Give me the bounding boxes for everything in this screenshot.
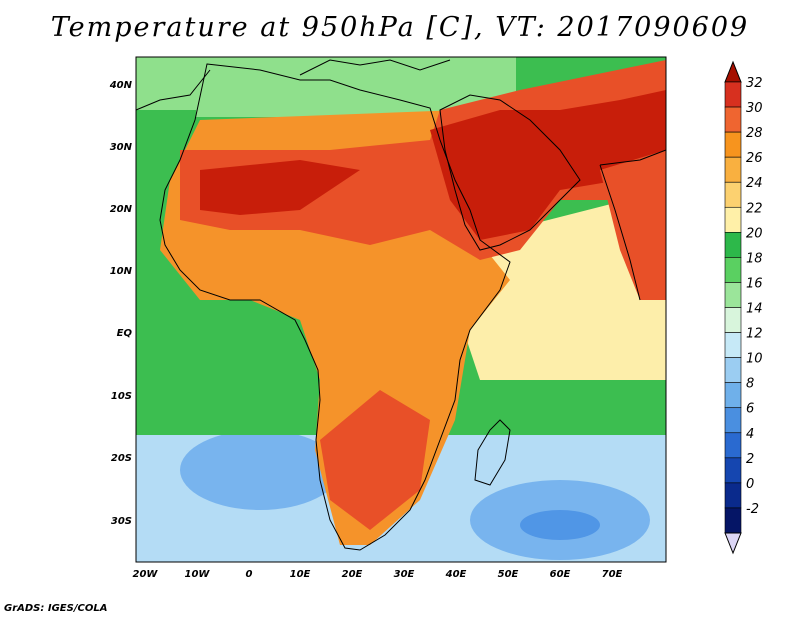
lon-label: 50E (498, 569, 519, 580)
lat-label: 40N (109, 80, 133, 91)
colorbar-segment (724, 407, 742, 434)
india-coastline (599, 149, 667, 301)
lon-label: 40E (445, 569, 467, 580)
colorbar-bottom-arrow (724, 532, 742, 555)
colorbar-label: -2 (746, 502, 759, 517)
colorbar-segment (724, 357, 742, 383)
colorbar-label: 8 (746, 377, 754, 392)
colorbar-segment (724, 432, 742, 459)
colorbar-label: 22 (746, 201, 763, 216)
colorbar-label: 6 (746, 402, 754, 417)
colorbar-segment (724, 131, 742, 158)
colorbar-segment (724, 156, 742, 183)
colorbar-label: 20 (746, 226, 763, 241)
lat-label: 20S (111, 453, 132, 464)
colorbar-label: 12 (746, 327, 763, 342)
colorbar-label: 30 (746, 101, 763, 116)
colorbar-segment (724, 507, 742, 534)
colorbar-label: 2 (746, 452, 754, 467)
lat-label: 10S (111, 391, 132, 402)
colorbar-label: 14 (746, 302, 763, 317)
colorbar-segment (724, 332, 742, 358)
colorbar-label: 26 (746, 151, 763, 166)
europe-coastline (135, 59, 451, 111)
field-sahara-core (200, 160, 360, 215)
field-arabia-core (430, 90, 666, 240)
colorbar-segment (724, 257, 742, 283)
colorbar-label: 4 (746, 427, 754, 442)
colorbar-segment (724, 282, 742, 308)
lat-label: 30S (111, 516, 132, 527)
colorbar-label: 0 (746, 477, 754, 492)
colorbar-label: 18 (746, 251, 763, 266)
lon-label: 0 (246, 569, 253, 580)
colorbar-segment (724, 232, 742, 258)
lon-label: 10E (290, 569, 311, 580)
madagascar-coastline (474, 419, 511, 486)
colorbar-segment (724, 482, 742, 509)
lat-label: EQ (117, 328, 133, 339)
lon-label: 10W (185, 569, 211, 580)
latitude-axis: 40N 30N 20N 10N EQ 10S 20S 30S (109, 80, 133, 527)
lat-label: 20N (110, 204, 133, 215)
map-title: Temperature at 950hPa [C], VT: 201709060… (50, 12, 750, 43)
coastlines (135, 59, 667, 551)
lon-label: 30E (394, 569, 415, 580)
colorbar-segment (724, 81, 742, 108)
arabia-coastline (439, 94, 581, 251)
colorbar-segment (724, 206, 742, 233)
field-green-band-atlantic (136, 318, 336, 393)
field-cold-pool-west (180, 430, 340, 510)
field-coldest-spot (520, 510, 600, 540)
colorbar-label: 16 (746, 276, 763, 291)
africa-coastline (159, 63, 511, 551)
colorbar-segment (724, 382, 742, 409)
lon-label: 70E (602, 569, 623, 580)
lat-label: 10N (110, 266, 133, 277)
colorbar-label: 28 (746, 126, 763, 141)
lat-label: 30N (110, 142, 133, 153)
lon-label: 20W (133, 569, 159, 580)
lon-label: 20E (342, 569, 363, 580)
colorbar-label: 24 (746, 176, 763, 191)
lon-label: 60E (550, 569, 571, 580)
colorbar-top-arrow (724, 60, 742, 83)
field-southern-africa (320, 390, 430, 530)
colorbar-segment (724, 457, 742, 484)
colorbar-segment (724, 181, 742, 208)
colorbar-segment (724, 106, 742, 133)
colorbar-label: 10 (746, 352, 763, 367)
field-india (600, 150, 666, 300)
temperature-field (136, 57, 666, 562)
credit-text: GrADS: IGES/COLA (4, 603, 108, 614)
colorbar-label: 32 (746, 76, 763, 91)
colorbar-segment (724, 307, 742, 333)
map-frame (135, 56, 667, 563)
longitude-axis: 20W 10W 0 10E 20E 30E 40E 50E 60E 70E (133, 569, 623, 580)
